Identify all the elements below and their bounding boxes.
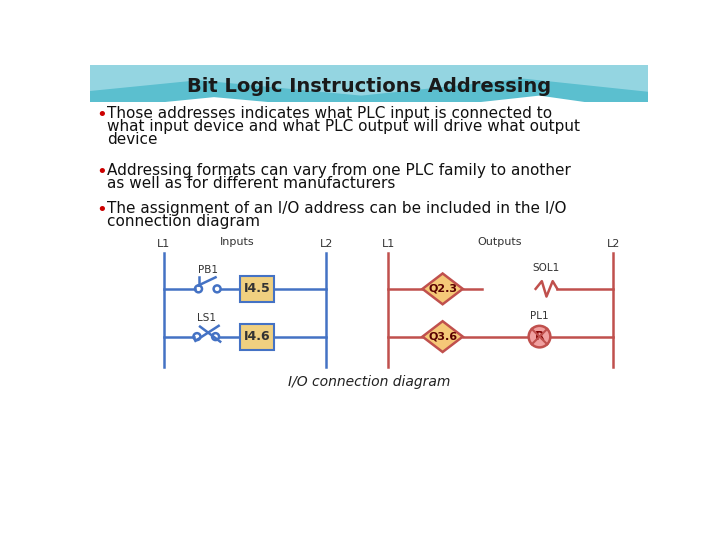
Text: as well as for different manufacturers: as well as for different manufacturers — [107, 177, 395, 192]
Text: SOL1: SOL1 — [533, 264, 560, 273]
Polygon shape — [423, 273, 463, 304]
Text: •: • — [96, 201, 107, 219]
Text: I4.6: I4.6 — [244, 330, 271, 343]
Polygon shape — [90, 65, 648, 96]
Text: R: R — [535, 330, 544, 343]
Text: Inputs: Inputs — [220, 237, 255, 247]
FancyBboxPatch shape — [240, 323, 274, 350]
Text: device: device — [107, 132, 158, 147]
Text: connection diagram: connection diagram — [107, 214, 260, 229]
Text: L1: L1 — [157, 239, 170, 249]
Text: what input device and what PLC output will drive what output: what input device and what PLC output wi… — [107, 119, 580, 134]
Text: Those addresses indicates what PLC input is connected to: Those addresses indicates what PLC input… — [107, 106, 552, 120]
FancyBboxPatch shape — [240, 276, 274, 302]
Text: I4.5: I4.5 — [244, 282, 271, 295]
Text: LS1: LS1 — [197, 313, 216, 323]
Text: •: • — [96, 106, 107, 124]
Text: •: • — [96, 164, 107, 181]
Text: PB1: PB1 — [198, 265, 218, 275]
Text: Outputs: Outputs — [477, 237, 521, 247]
Text: I/O connection diagram: I/O connection diagram — [288, 375, 450, 389]
Text: Addressing formats can vary from one PLC family to another: Addressing formats can vary from one PLC… — [107, 164, 571, 178]
Polygon shape — [423, 321, 463, 352]
Text: Q3.6: Q3.6 — [428, 332, 457, 342]
Text: L1: L1 — [382, 239, 395, 249]
Text: The assignment of an I/O address can be included in the I/O: The assignment of an I/O address can be … — [107, 201, 567, 216]
Polygon shape — [90, 65, 648, 112]
Text: Q2.3: Q2.3 — [428, 284, 457, 294]
Text: Bit Logic Instructions Addressing: Bit Logic Instructions Addressing — [187, 77, 551, 96]
Text: L2: L2 — [320, 239, 333, 249]
Circle shape — [528, 326, 550, 347]
Text: L2: L2 — [606, 239, 620, 249]
Text: PL1: PL1 — [530, 311, 549, 321]
